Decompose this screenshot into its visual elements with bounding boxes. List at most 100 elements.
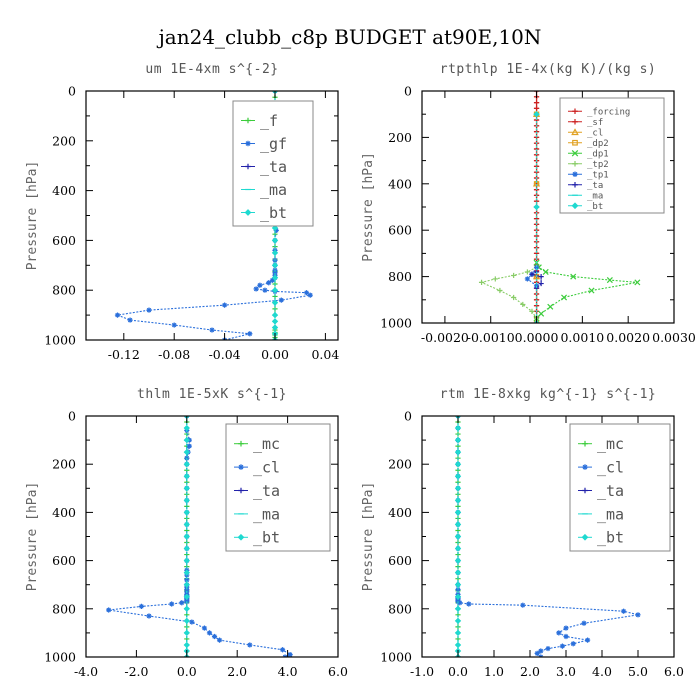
legend: _f _gf _ta _ma _bt <box>232 100 314 227</box>
legend-label: _bt <box>253 529 280 547</box>
data-point <box>183 424 190 432</box>
y-tick-label: 200 <box>52 457 76 472</box>
y-axis-label: Pressure [hPa] <box>361 152 376 262</box>
x-tick-label: 0.0030 <box>652 330 696 345</box>
data-point <box>183 617 190 625</box>
series-dp1 <box>533 259 641 322</box>
data-point <box>271 274 279 281</box>
data-point <box>542 268 549 275</box>
data-point <box>201 625 208 631</box>
legend-label: _ma <box>597 505 624 523</box>
legend-entry-bt: _bt <box>234 529 280 547</box>
data-point <box>520 301 526 308</box>
data-point <box>146 307 152 313</box>
y-tick-label: 1000 <box>44 650 76 665</box>
legend-entry-cl: _cl <box>578 459 624 477</box>
x-tick-label: 2.0 <box>227 664 247 679</box>
data-point <box>454 593 462 600</box>
x-tick-label: -0.0010 <box>467 330 515 345</box>
legend-marker <box>245 117 251 124</box>
data-point <box>114 312 121 318</box>
data-point <box>457 600 463 606</box>
y-tick-label: 400 <box>52 183 76 198</box>
series-bt <box>183 416 190 657</box>
legend-marker <box>244 209 252 216</box>
data-point <box>561 294 568 301</box>
data-point <box>533 203 540 211</box>
y-tick-label: 200 <box>388 457 412 472</box>
legend-label: _ta <box>253 482 280 500</box>
data-point <box>271 237 279 244</box>
x-tick-label: -0.08 <box>158 347 190 362</box>
data-point <box>307 292 313 298</box>
data-point <box>634 279 641 286</box>
figure-title: jan24_clubb_c8p BUDGET at90E,10N <box>157 25 542 49</box>
legend-box <box>225 423 331 552</box>
y-tick-label: 0 <box>68 409 76 424</box>
data-point <box>183 509 190 516</box>
data-point <box>183 448 190 456</box>
data-point <box>585 637 591 643</box>
data-point <box>206 630 213 636</box>
legend-marker <box>238 487 244 494</box>
x-tick-label: 0.0020 <box>606 330 650 345</box>
data-point <box>454 605 462 612</box>
data-point <box>533 264 540 270</box>
series-bt <box>454 416 462 657</box>
legend-entry-sf: _sf <box>568 118 603 128</box>
data-point <box>216 637 223 643</box>
x-tick-label: 0.0010 <box>560 330 604 345</box>
legend-entry-tp1: _tp1 <box>568 170 609 180</box>
data-point <box>222 302 228 308</box>
data-point <box>454 424 462 432</box>
data-point <box>271 287 279 294</box>
data-point <box>183 461 190 468</box>
data-point <box>581 620 587 626</box>
data-point <box>262 287 268 293</box>
panel-title: rtpthlp 1E-4x(kg K)/(kg s) <box>440 62 657 77</box>
data-point <box>497 287 503 294</box>
y-tick-label: 600 <box>52 233 76 248</box>
data-point <box>247 642 253 648</box>
legend-marker <box>571 128 579 136</box>
data-point <box>209 327 215 333</box>
legend-marker <box>582 487 588 494</box>
series-line <box>536 262 638 319</box>
data-point <box>454 521 462 528</box>
data-point <box>183 533 190 540</box>
data-point <box>454 497 462 504</box>
legend-marker <box>572 171 578 178</box>
legend: _forcing_sf_cl_dp2_dp1_tp2_tp1_ta_ma_bt <box>559 97 665 214</box>
x-tick-label: 0.0000 <box>515 330 559 345</box>
legend-marker <box>245 140 251 147</box>
data-point <box>547 303 554 310</box>
legend-label: _cl <box>253 459 280 477</box>
series-line <box>479 266 538 319</box>
chart-panel-2: rtpthlp 1E-4x(kg K)/(kg s) Pressure [hPa]… <box>361 62 696 345</box>
data-point <box>171 322 177 328</box>
data-point <box>529 308 535 314</box>
legend-entry-ma: _ma <box>578 505 624 523</box>
data-point <box>454 581 462 588</box>
legend-label: _bt <box>260 204 287 222</box>
data-point <box>511 272 517 279</box>
data-point <box>520 602 526 608</box>
data-point <box>606 277 613 284</box>
legend-entry-ma: _ma <box>568 191 603 201</box>
data-point <box>183 629 190 637</box>
data-point <box>511 294 517 301</box>
x-tick-label: 6.0 <box>664 664 684 679</box>
legend-entry-bt: _bt <box>568 202 603 212</box>
data-point <box>534 650 540 656</box>
data-point <box>183 581 190 588</box>
series-line <box>115 91 312 340</box>
legend-entry-gf: _gf <box>241 135 287 153</box>
x-tick-label: -0.12 <box>108 347 140 362</box>
y-axis-label: Pressure [hPa] <box>25 482 40 592</box>
legend-box <box>232 100 314 227</box>
legend-entry-ta: _ta <box>578 482 624 500</box>
legend-label: _dp2 <box>587 139 609 149</box>
data-point <box>211 633 218 640</box>
panel-title: thlm 1E-5xK s^{-1} <box>137 387 287 402</box>
x-tick-label: 5.0 <box>628 664 648 679</box>
